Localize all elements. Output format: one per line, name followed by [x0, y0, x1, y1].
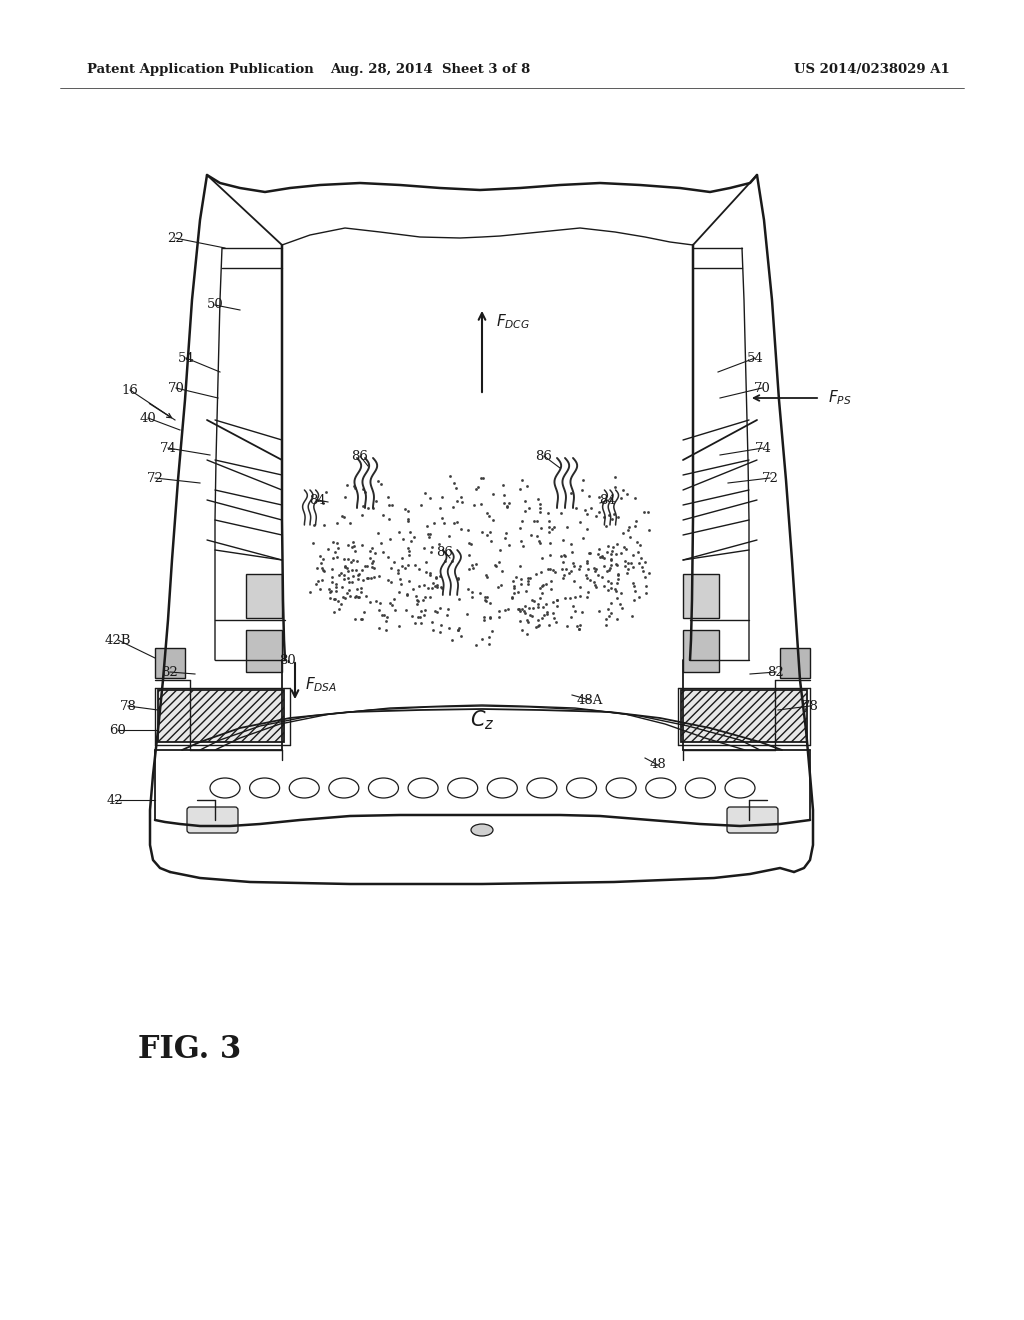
FancyBboxPatch shape — [187, 807, 238, 833]
Text: Patent Application Publication: Patent Application Publication — [87, 63, 313, 77]
Bar — [246, 574, 282, 618]
Bar — [780, 648, 810, 678]
Text: 42: 42 — [106, 793, 123, 807]
Text: 72: 72 — [762, 471, 778, 484]
Text: 70: 70 — [168, 381, 184, 395]
Ellipse shape — [369, 777, 398, 799]
Text: 82: 82 — [162, 665, 178, 678]
Ellipse shape — [527, 777, 557, 799]
Ellipse shape — [447, 777, 477, 799]
Text: 42B: 42B — [104, 634, 131, 647]
Text: 22: 22 — [167, 231, 183, 244]
Text: $C_z$: $C_z$ — [470, 709, 495, 731]
Text: 54: 54 — [177, 351, 195, 364]
Text: 86: 86 — [351, 450, 369, 462]
Text: 16: 16 — [122, 384, 138, 396]
Ellipse shape — [606, 777, 636, 799]
Ellipse shape — [409, 777, 438, 799]
Ellipse shape — [210, 777, 240, 799]
Ellipse shape — [685, 777, 716, 799]
Text: Aug. 28, 2014  Sheet 3 of 8: Aug. 28, 2014 Sheet 3 of 8 — [330, 63, 530, 77]
Text: 78: 78 — [120, 700, 136, 713]
Bar — [158, 690, 284, 742]
Text: $F_{PS}$: $F_{PS}$ — [828, 388, 852, 408]
Text: 84: 84 — [600, 494, 616, 507]
Text: $F_{DCG}$: $F_{DCG}$ — [496, 313, 530, 331]
Text: 70: 70 — [754, 381, 770, 395]
Ellipse shape — [566, 777, 597, 799]
Text: 78: 78 — [802, 700, 818, 713]
Text: 86: 86 — [436, 545, 454, 558]
Text: FIG. 3: FIG. 3 — [138, 1035, 242, 1065]
Text: 86: 86 — [536, 450, 552, 462]
Bar — [155, 648, 185, 678]
Bar — [683, 630, 719, 672]
Ellipse shape — [646, 777, 676, 799]
Bar — [683, 574, 719, 618]
Text: 74: 74 — [755, 441, 771, 454]
Text: 60: 60 — [110, 723, 126, 737]
Text: US 2014/0238029 A1: US 2014/0238029 A1 — [795, 63, 950, 77]
Ellipse shape — [725, 777, 755, 799]
Bar — [681, 690, 807, 742]
Text: 48A: 48A — [577, 693, 603, 706]
FancyBboxPatch shape — [727, 807, 778, 833]
Text: 40: 40 — [139, 412, 157, 425]
Text: 54: 54 — [746, 351, 763, 364]
Text: 48: 48 — [649, 759, 667, 771]
Ellipse shape — [329, 777, 358, 799]
Ellipse shape — [250, 777, 280, 799]
Text: 82: 82 — [768, 665, 784, 678]
Text: 74: 74 — [160, 441, 176, 454]
Text: 50: 50 — [207, 298, 223, 312]
Text: 84: 84 — [309, 494, 327, 507]
Ellipse shape — [289, 777, 319, 799]
Text: 80: 80 — [280, 653, 296, 667]
Text: 72: 72 — [146, 471, 164, 484]
Text: $F_{DSA}$: $F_{DSA}$ — [305, 676, 337, 694]
Ellipse shape — [487, 777, 517, 799]
Ellipse shape — [471, 824, 493, 836]
Bar — [246, 630, 282, 672]
